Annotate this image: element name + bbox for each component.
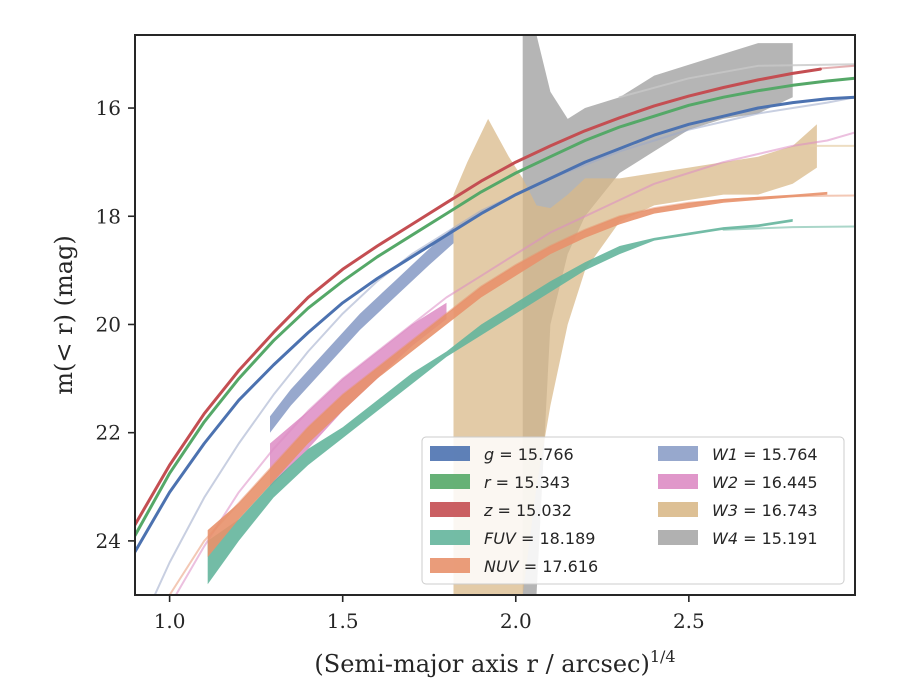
legend-swatch-nuv (430, 558, 470, 573)
legend-swatch-w1 (658, 446, 698, 461)
series-line-nuv-11 (168, 194, 855, 595)
series-line-z-15 (819, 64, 855, 70)
y-axis-title: m(< r) (mag) (50, 235, 78, 394)
axis-ticks: 1.0 1.5 2.0 2.5 16 18 20 22 24 (96, 96, 705, 633)
plot-frame (134, 34, 856, 596)
series-line-r-13 (135, 76, 855, 537)
legend-swatch-r (430, 474, 470, 489)
y-tick-label: 22 (96, 421, 121, 445)
series-line-z-14 (135, 67, 822, 527)
x-axis-exponent: 1/4 (650, 647, 676, 666)
x-axis-title: (Semi-major axis r / arcsec)1/4 (314, 647, 675, 678)
series-line-fuv-9 (722, 225, 855, 231)
y-tick-label: 18 (96, 204, 121, 228)
x-tick-label: 1.5 (327, 609, 359, 633)
series-line-w2-5 (174, 131, 855, 595)
legend-label-r: r = 15.343 (484, 473, 570, 492)
legend-label-g: g = 15.766 (484, 445, 574, 464)
legend-label-fuv: FUV = 18.189 (484, 529, 595, 548)
legend-label-w3: W3 = 16.743 (712, 501, 818, 520)
legend-box (421, 436, 845, 585)
series-band-w1-6 (270, 227, 454, 433)
x-tick-label: 1.0 (154, 609, 186, 633)
legend-swatch-g (430, 446, 470, 461)
y-tick-label: 20 (96, 312, 121, 336)
legend-label-nuv: NUV = 17.616 (484, 557, 598, 576)
series-line-g-12 (135, 95, 855, 554)
series-band-w4-0 (522, 35, 793, 595)
legend-label-w4: W4 = 15.191 (712, 529, 818, 548)
legend-swatch-z (430, 502, 470, 517)
legend-swatch-fuv (430, 530, 470, 545)
series-band-w3-2 (453, 118, 817, 595)
x-tick-label: 2.5 (673, 609, 705, 633)
y-tick-label: 16 (96, 96, 121, 120)
series-line-w4-1 (618, 63, 855, 99)
y-tick-label: 24 (96, 529, 121, 553)
legend-label-z: z = 15.032 (483, 501, 572, 520)
legend: g = 15.766 r = 15.343 z = 15.032 FUV = 18.1… (421, 436, 845, 585)
series-layer (135, 35, 855, 595)
legend-swatch-w3 (658, 502, 698, 517)
x-tick-label: 2.0 (500, 609, 532, 633)
legend-swatch-w4 (658, 530, 698, 545)
legend-label-w1: W1 = 15.764 (712, 445, 818, 464)
legend-swatch-w2 (658, 474, 698, 489)
legend-label-w2: W2 = 16.445 (712, 473, 818, 492)
